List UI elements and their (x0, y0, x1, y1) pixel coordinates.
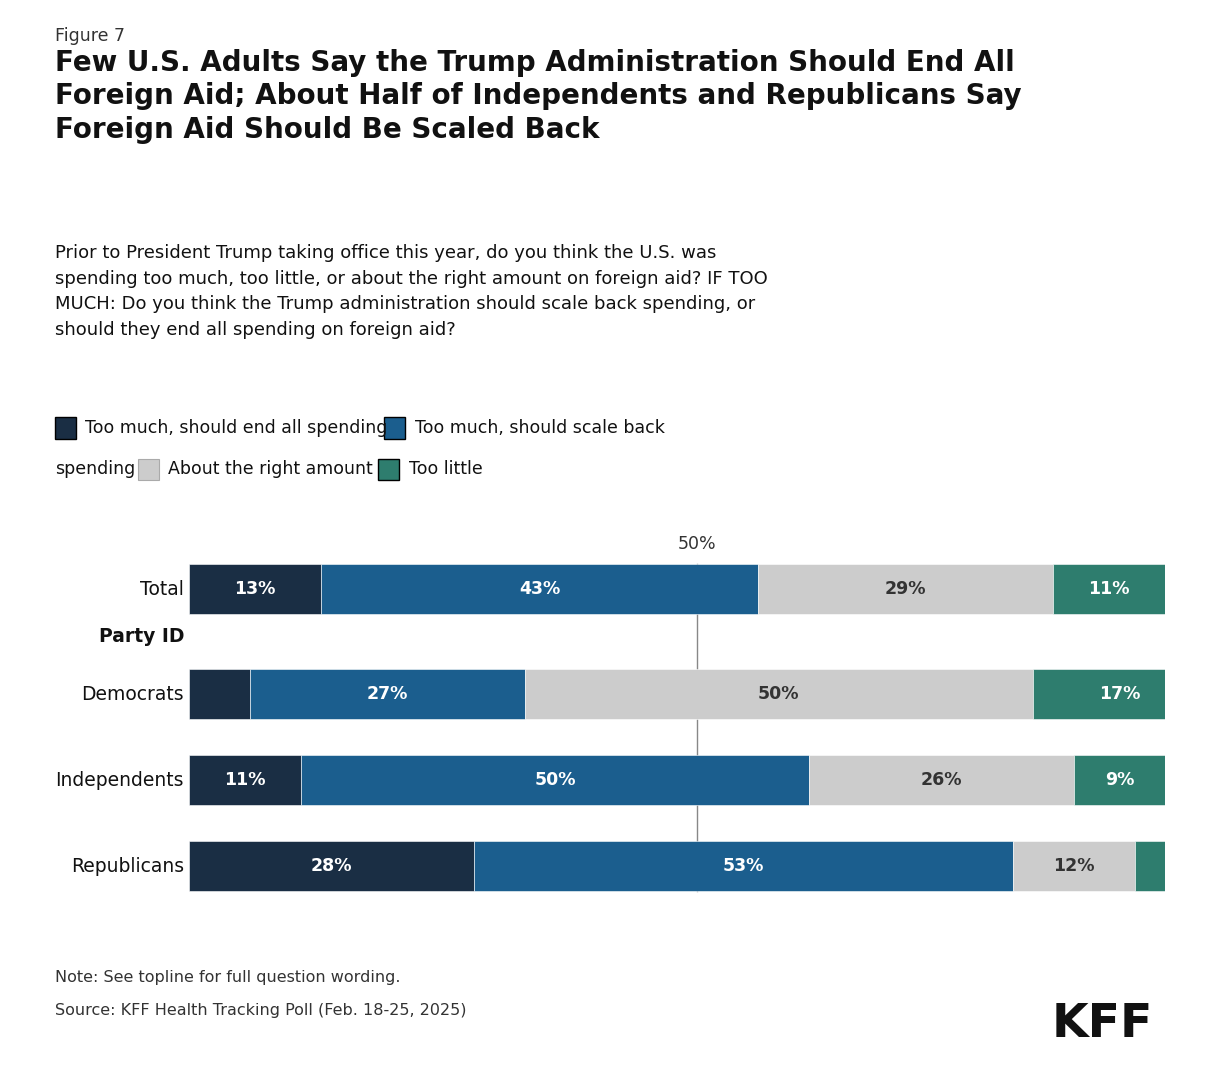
Bar (189, 756, 301, 805)
Text: 17%: 17% (1099, 685, 1139, 704)
Text: Too much, should end all spending: Too much, should end all spending (85, 420, 388, 437)
Text: 12%: 12% (1053, 857, 1094, 875)
Text: KFF: KFF (1052, 1002, 1153, 1047)
Text: Party ID: Party ID (99, 628, 184, 646)
Text: Democrats: Democrats (82, 685, 184, 704)
Text: Independents: Independents (56, 771, 184, 790)
Text: 27%: 27% (367, 685, 407, 704)
Bar (759, 565, 1053, 614)
Text: 11%: 11% (224, 772, 266, 789)
Bar (1033, 670, 1205, 719)
Text: Too little: Too little (409, 461, 482, 478)
Bar (1074, 756, 1165, 805)
Bar (301, 756, 809, 805)
Text: 50%: 50% (678, 534, 716, 553)
Text: 53%: 53% (722, 857, 764, 875)
Text: 26%: 26% (921, 772, 963, 789)
Bar (525, 670, 1033, 719)
Text: 13%: 13% (234, 580, 276, 598)
Bar (809, 756, 1074, 805)
Bar (1053, 565, 1165, 614)
Text: 11%: 11% (1088, 580, 1130, 598)
Text: Prior to President Trump taking office this year, do you think the U.S. was
spen: Prior to President Trump taking office t… (55, 244, 767, 339)
Text: Few U.S. Adults Say the Trump Administration Should End All
Foreign Aid; About H: Few U.S. Adults Say the Trump Administra… (55, 49, 1021, 144)
Text: About the right amount: About the right amount (168, 461, 373, 478)
Text: Total: Total (140, 580, 184, 598)
Text: 43%: 43% (520, 580, 560, 598)
Text: Too much, should scale back: Too much, should scale back (415, 420, 665, 437)
Bar (189, 565, 321, 614)
Text: 50%: 50% (534, 772, 576, 789)
Text: Republicans: Republicans (71, 856, 184, 876)
Text: 29%: 29% (884, 580, 927, 598)
Text: Note: See topline for full question wording.: Note: See topline for full question word… (55, 970, 400, 985)
Bar (250, 670, 525, 719)
Text: 28%: 28% (311, 857, 353, 875)
Bar (189, 841, 473, 891)
Text: Source: KFF Health Tracking Poll (Feb. 18-25, 2025): Source: KFF Health Tracking Poll (Feb. 1… (55, 1003, 466, 1018)
Text: 50%: 50% (758, 685, 799, 704)
Text: 9%: 9% (1104, 772, 1135, 789)
Bar (189, 670, 250, 719)
Bar (473, 841, 1013, 891)
Text: Figure 7: Figure 7 (55, 27, 124, 46)
Bar (1013, 841, 1135, 891)
Text: spending: spending (55, 461, 135, 478)
Bar (321, 565, 759, 614)
Bar (1135, 841, 1175, 891)
